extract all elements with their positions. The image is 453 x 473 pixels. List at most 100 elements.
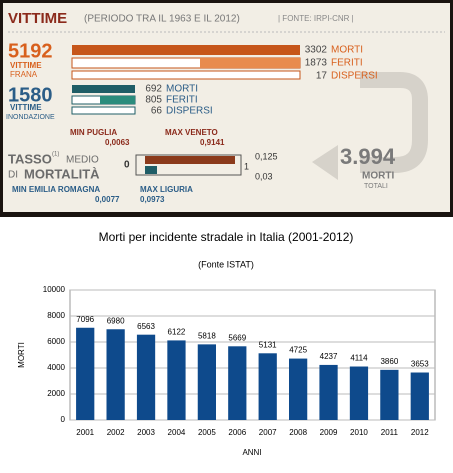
data-label: 6563 [137,322,155,331]
inondazione-total: 1580 [8,84,53,106]
inondazione-row-number: 692 [145,84,162,95]
x-tick-label: 2001 [76,428,94,437]
x-tick-label: 2009 [320,428,338,437]
frana-total: 5192 [8,40,53,62]
rate-note: (1) [52,152,59,158]
info-title: VITTIME [8,10,67,27]
bar [410,372,429,420]
rate-min2-label: MIN EMILIA ROMAGNA [12,185,100,194]
x-tick-label: 2005 [198,428,216,437]
rate-max-value: 0,9141 [200,138,225,147]
info-source: | FONTE: IRPI-CNR | [278,14,354,23]
frana-kind: FRANA [10,70,38,79]
data-label: 3653 [411,360,429,369]
x-tick-label: 2006 [228,428,246,437]
frana-bar [71,70,301,80]
data-label: 4725 [289,346,307,355]
chart-title: Morti per incidente stradale in Italia (… [99,230,354,244]
frana-bar [72,45,300,55]
frana-row-number: 17 [316,71,328,82]
inondazione-row-number: 805 [145,95,162,106]
frana-row-number: 3302 [305,45,328,56]
x-tick-label: 2004 [168,428,186,437]
rate-max-label: MAX VENETO [165,128,218,137]
bar [167,340,186,420]
chart-subtitle: (Fonte ISTAT) [198,259,254,269]
rate-bar [145,166,157,174]
y-tick-label: 4000 [47,363,65,372]
bar [380,369,399,420]
bar [289,358,308,420]
rate-title: TASSO [8,151,52,166]
y-tick-label: 2000 [47,389,65,398]
x-tick-label: 2012 [411,428,429,437]
y-tick-label: 8000 [47,311,65,320]
frana-label: VITTIME [10,61,42,70]
rate-min-label: MIN PUGLIA [70,128,117,137]
total-label: MORTI [362,171,394,182]
x-tick-label: 2010 [350,428,368,437]
rate-word2: MORTALITÀ [24,166,100,181]
y-tick-label: 10000 [43,285,66,294]
rate-min2-value: 0,0077 [95,195,120,204]
data-label: 5818 [198,331,216,340]
scale-start: 0 [124,160,130,171]
x-tick-label: 2008 [289,428,307,437]
y-tick-label: 0 [61,415,66,424]
scale-end: 1 [244,161,249,171]
total-number: 3.994 [340,144,396,169]
bar [136,334,156,420]
flow-arrow [360,72,428,173]
x-axis-label: ANNI [242,448,261,457]
info-subtitle: (PERIODO TRA IL 1963 E IL 2012) [84,14,240,25]
inondazione-row-number: 66 [151,106,163,117]
frana-row-number: 1873 [305,58,328,69]
rate-max2-label: MAX LIGURIA [140,185,193,194]
x-tick-label: 2007 [259,428,277,437]
x-tick-label: 2003 [137,428,155,437]
data-label: 6980 [107,316,125,325]
bar [319,364,338,420]
inondazione-label: VITTIME [10,103,42,112]
frana-bar [200,58,300,68]
inondazione-row-label: MORTI [166,84,198,95]
inondazione-row-label: DISPERSI [166,106,213,117]
bar [228,346,247,420]
bar [106,329,125,420]
inondazione-bar [71,106,136,115]
frana-row-label: DISPERSI [331,71,378,82]
x-tick-label: 2011 [381,428,399,437]
bar [349,366,369,420]
rate-inondazione-value: 0,03 [255,171,273,181]
rate-frana-value: 0,125 [255,151,278,161]
data-label: 4114 [350,354,368,363]
inondazione-kind: INONDAZIONE [6,114,55,121]
scale-box [135,154,242,176]
total-sub: TOTALI [364,183,388,190]
inondazione-bar [100,96,135,104]
bar [197,344,216,420]
bar [258,353,277,420]
rate-word: MEDIO [66,155,99,166]
rate-min-value: 0,0063 [105,138,130,147]
y-axis-label: MORTI [17,342,26,368]
inondazione-row-label: FERITI [166,95,198,106]
inondazione-bar [72,85,135,93]
rate-max2-value: 0,0973 [140,195,165,204]
arrow-head [312,145,338,180]
frana-row-label: FERITI [331,58,363,69]
data-label: 7096 [76,315,94,324]
data-label: 3860 [380,357,398,366]
rate-prefix: DI [8,170,18,181]
data-label: 5669 [228,333,246,342]
y-tick-label: 6000 [47,337,65,346]
data-label: 4237 [320,352,338,361]
x-tick-label: 2002 [107,428,125,437]
bar [76,327,95,420]
data-label: 5131 [259,340,277,349]
data-label: 6122 [168,328,186,337]
frana-row-label: MORTI [331,45,363,56]
rate-bar [145,156,235,164]
